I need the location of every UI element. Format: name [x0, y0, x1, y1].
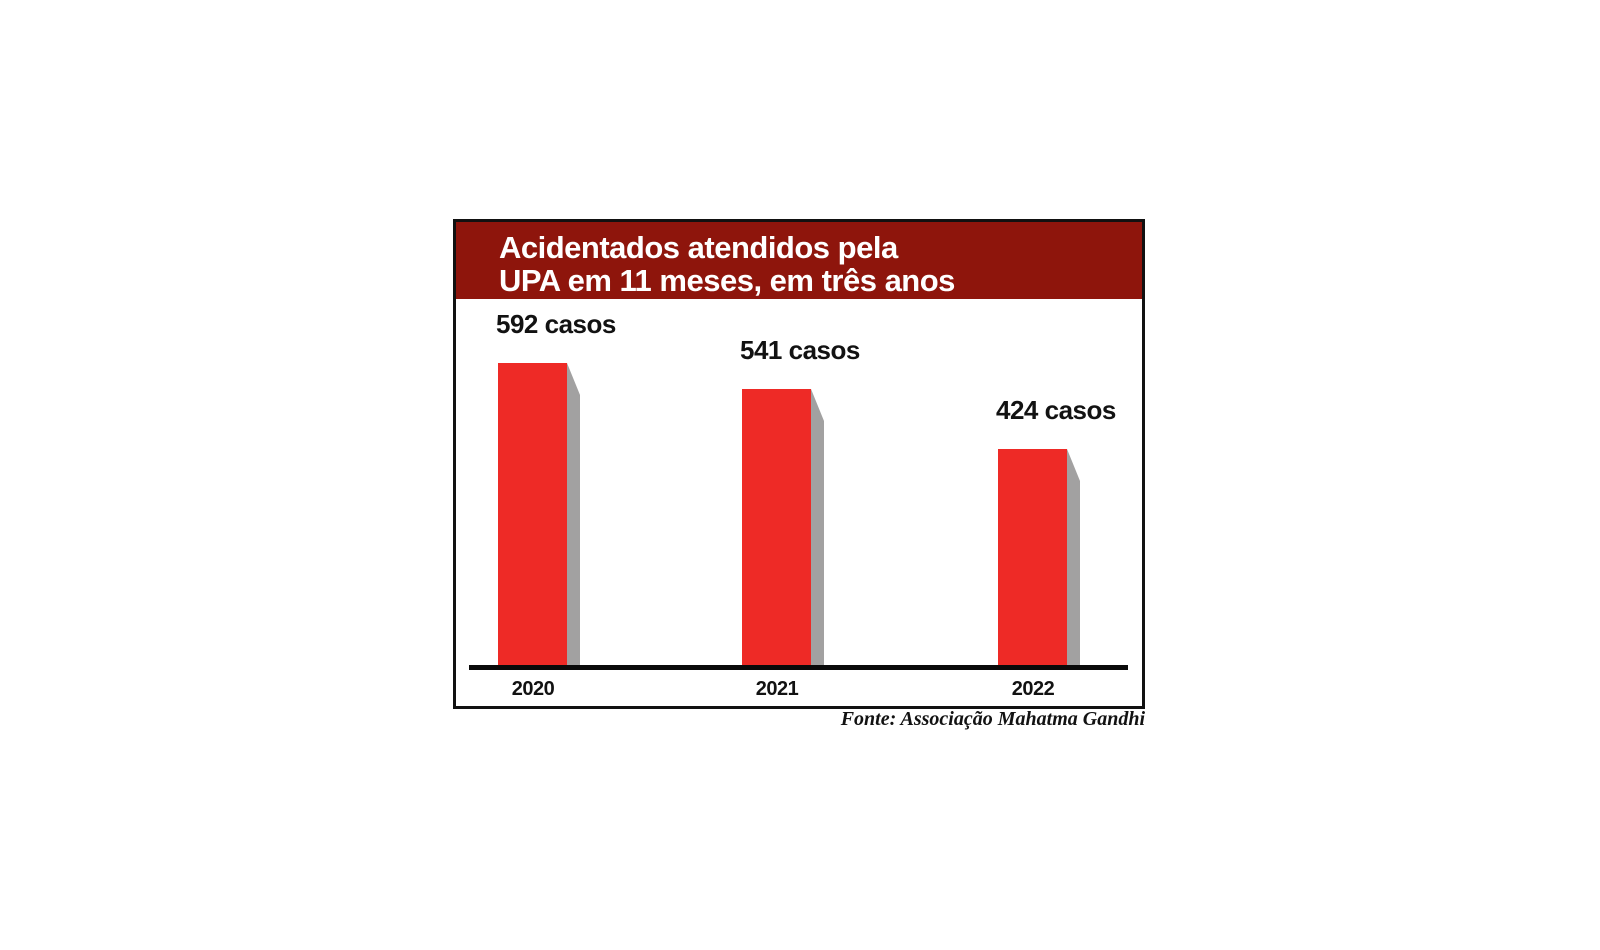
bar-value-label: 592 casos	[496, 309, 616, 339]
bar-2022	[998, 449, 1067, 665]
chart-title-line1: Acidentados atendidos pela	[499, 230, 898, 265]
x-tick-label: 2020	[511, 678, 555, 700]
bar-2021	[742, 389, 811, 665]
chart-title-line2: UPA em 11 meses, em três anos	[499, 263, 955, 298]
bar-shadow	[567, 363, 580, 665]
x-axis-line	[469, 665, 1128, 670]
x-tick-label: 2021	[755, 678, 799, 700]
bar-shadow	[811, 389, 824, 665]
source-credit: Fonte: Associação Mahatma Gandhi	[840, 708, 1145, 730]
bar-value-label: 424 casos	[996, 395, 1116, 425]
bar-value-label: 541 casos	[740, 335, 860, 365]
chart-title-band: Acidentados atendidos pela UPA em 11 mes…	[456, 222, 1142, 299]
chart-panel: Acidentados atendidos pela UPA em 11 mes…	[453, 219, 1145, 709]
bar-2020	[498, 363, 567, 665]
plot-area: 592 casos 2020 541 casos 2021 424 casos …	[456, 222, 1142, 706]
x-tick-label: 2022	[1011, 678, 1055, 700]
bar-shadow	[1067, 449, 1080, 665]
